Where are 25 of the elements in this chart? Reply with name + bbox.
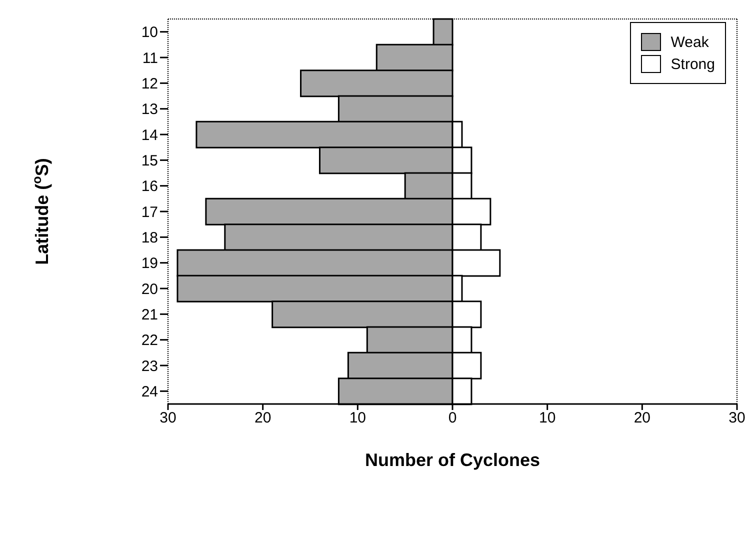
y-tick-label: 18 [141, 229, 158, 246]
y-tick-label: 23 [141, 358, 158, 375]
y-tick-label: 22 [141, 332, 158, 350]
y-tick-label: 17 [141, 204, 158, 221]
y-tick-label: 11 [142, 50, 158, 67]
y-tick-label: 14 [141, 126, 158, 144]
x-tick-label: 0 [448, 410, 457, 427]
x-tick-label: 30 [160, 410, 176, 427]
legend-label: Weak [670, 34, 709, 50]
legend-label: Strong [670, 56, 715, 72]
x-tick-label: 20 [634, 410, 651, 427]
x-tick-label: 30 [728, 410, 746, 427]
y-tick-label: 21 [141, 306, 158, 324]
x-tick-label: 20 [254, 410, 272, 427]
y-tick-label: 16 [141, 178, 158, 196]
y-tick-label: 10 [141, 24, 158, 42]
y-tick-label: 12 [141, 75, 158, 92]
x-tick-label: 10 [538, 410, 556, 427]
y-tick-label: 20 [141, 280, 158, 298]
x-axis-title: Number of Cyclones [364, 450, 540, 470]
x-tick-label: 10 [349, 410, 366, 427]
y-tick-label: 24 [141, 383, 158, 400]
y-tick-label: 19 [141, 255, 158, 272]
y-tick-label: 15 [141, 152, 158, 170]
y-tick-label: 13 [141, 101, 158, 118]
